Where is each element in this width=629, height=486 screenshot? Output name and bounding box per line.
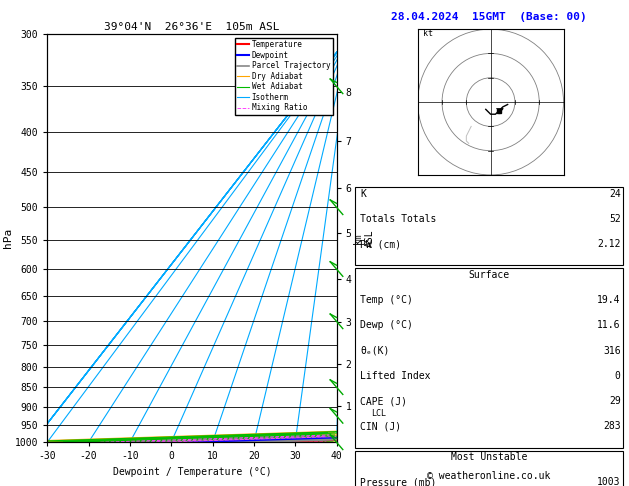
Text: LCL: LCL (371, 410, 386, 418)
Text: kt: kt (423, 30, 433, 38)
Bar (355, 451, 623, 486)
Text: Dewp (°C): Dewp (°C) (360, 320, 413, 330)
Bar (355, 187, 623, 265)
Text: K: K (360, 189, 366, 199)
Bar (355, 268, 623, 448)
Text: 0: 0 (615, 371, 621, 381)
Text: Most Unstable: Most Unstable (451, 452, 527, 462)
Text: 1003: 1003 (597, 477, 621, 486)
Text: Pressure (mb): Pressure (mb) (360, 477, 437, 486)
Text: Temp (°C): Temp (°C) (360, 295, 413, 305)
Text: 52: 52 (609, 214, 621, 224)
Text: 24: 24 (609, 189, 621, 199)
Text: 29: 29 (609, 396, 621, 406)
Text: Surface: Surface (469, 270, 509, 280)
Text: 11.6: 11.6 (597, 320, 621, 330)
X-axis label: Dewpoint / Temperature (°C): Dewpoint / Temperature (°C) (113, 467, 271, 477)
Text: 19.4: 19.4 (597, 295, 621, 305)
Text: θₑ(K): θₑ(K) (360, 346, 390, 356)
Text: © weatheronline.co.uk: © weatheronline.co.uk (427, 471, 551, 481)
Text: PW (cm): PW (cm) (360, 239, 401, 249)
Text: Lifted Index: Lifted Index (360, 371, 431, 381)
Text: 2.12: 2.12 (597, 239, 621, 249)
Text: CIN (J): CIN (J) (360, 421, 401, 432)
Y-axis label: km
ASL: km ASL (353, 229, 374, 247)
Text: 28.04.2024  15GMT  (Base: 00): 28.04.2024 15GMT (Base: 00) (391, 12, 587, 22)
Y-axis label: hPa: hPa (3, 228, 13, 248)
Text: 316: 316 (603, 346, 621, 356)
Legend: Temperature, Dewpoint, Parcel Trajectory, Dry Adiabat, Wet Adiabat, Isotherm, Mi: Temperature, Dewpoint, Parcel Trajectory… (235, 38, 333, 115)
Text: CAPE (J): CAPE (J) (360, 396, 408, 406)
Title: 39°04'N  26°36'E  105m ASL: 39°04'N 26°36'E 105m ASL (104, 22, 280, 32)
Text: 283: 283 (603, 421, 621, 432)
Text: Totals Totals: Totals Totals (360, 214, 437, 224)
